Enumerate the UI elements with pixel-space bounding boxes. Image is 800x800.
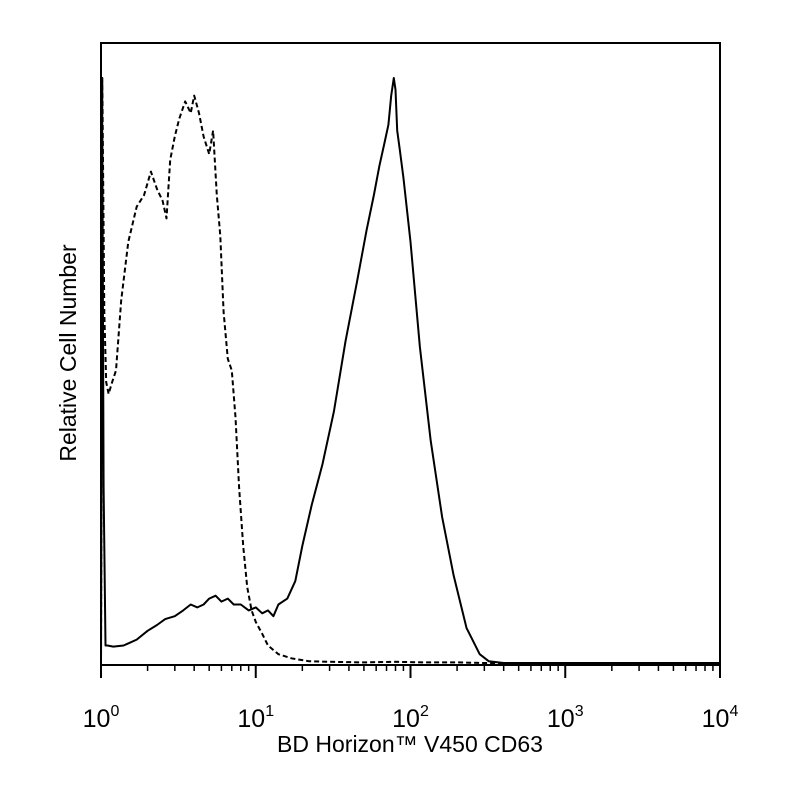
x-tick-label: 104	[702, 703, 739, 733]
x-tick-label: 100	[83, 703, 120, 733]
x-tick-label: 102	[392, 703, 429, 733]
x-tick-label: 103	[547, 703, 584, 733]
x-tick-label: 101	[237, 703, 274, 733]
plot-frame	[100, 42, 721, 666]
y-axis-title: Relative Cell Number	[55, 244, 81, 462]
series-solid-line	[100, 77, 720, 664]
x-axis-tick-labels: 100 101 102 103 104	[83, 703, 739, 733]
series-layer	[100, 77, 720, 664]
x-axis-title: BD Horizon™ V450 CD63	[277, 731, 543, 757]
x-axis-ticks	[100, 665, 721, 678]
series-dashed-line	[100, 77, 720, 664]
